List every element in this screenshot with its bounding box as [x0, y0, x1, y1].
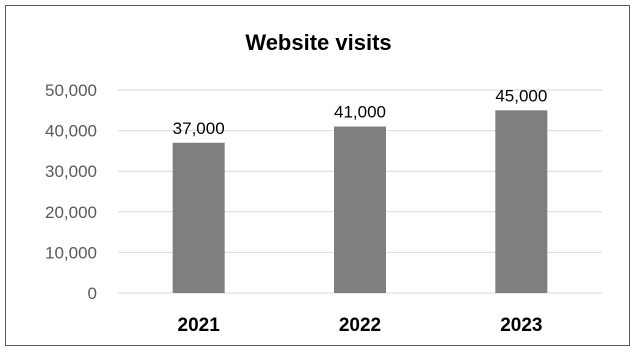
- bar-2021: [172, 142, 225, 293]
- x-category-label: 2022: [339, 315, 381, 336]
- bar-value-label: 41,000: [334, 103, 386, 122]
- y-tick-label: 40,000: [45, 122, 97, 141]
- y-tick-label: 50,000: [45, 81, 97, 100]
- chart-title: Website visits: [245, 30, 392, 55]
- bar-2023: [495, 110, 548, 293]
- bar-value-label: 37,000: [173, 119, 225, 138]
- x-category-label: 2021: [178, 315, 221, 336]
- y-tick-label: 0: [88, 284, 97, 303]
- y-tick-label: 30,000: [45, 162, 97, 181]
- y-tick-label: 20,000: [45, 203, 97, 222]
- data-labels: 37,000 41,000 45,000: [173, 86, 548, 137]
- x-axis-category-labels: 2021 2022 2023: [178, 315, 543, 336]
- bar-value-label: 45,000: [495, 86, 547, 105]
- x-category-label: 2023: [500, 315, 542, 336]
- bars: [172, 110, 548, 293]
- bar-2022: [334, 126, 386, 293]
- y-tick-label: 10,000: [45, 243, 97, 262]
- y-axis-tick-labels: 0 10,000 20,000 30,000 40,000 50,000: [45, 81, 97, 303]
